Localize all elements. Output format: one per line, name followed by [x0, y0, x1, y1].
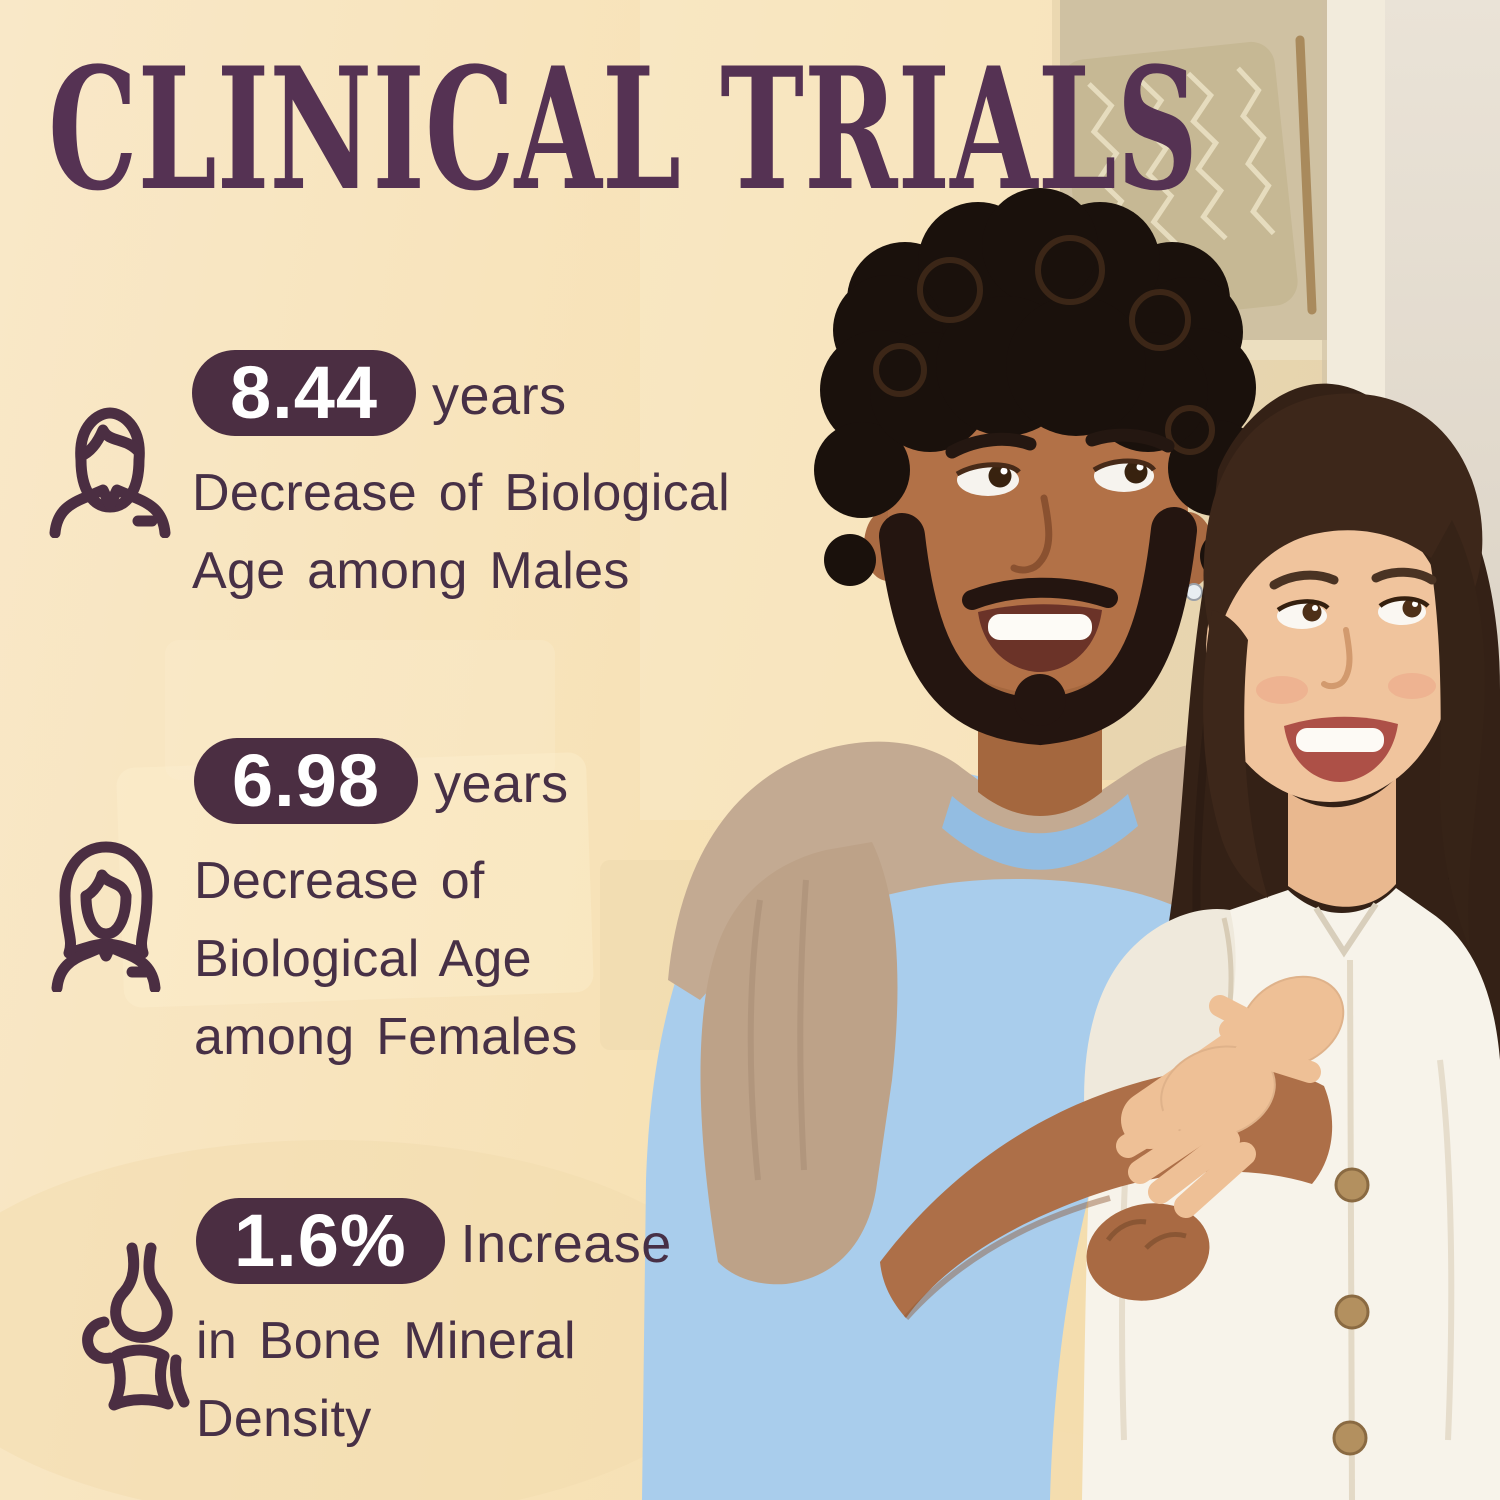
man-hair-highlights — [873, 235, 1215, 455]
stat-male-bio-age: 8.44 years Decrease of Biological Age am… — [192, 350, 730, 610]
shirt-button — [1332, 1420, 1368, 1456]
stat-desc-line: Decrease of — [194, 852, 485, 910]
stat-unit: Increase — [460, 1214, 672, 1274]
embracing-arms — [880, 975, 1345, 1321]
male-user-icon — [49, 407, 171, 538]
knee-joint-icon — [82, 1242, 190, 1411]
female-user-icon — [51, 841, 161, 992]
stat-female-bio-age: 6.98 years Decrease of Biological Age am… — [194, 738, 578, 1076]
stat-value-pill: 8.44 — [192, 350, 417, 436]
man-figure — [642, 188, 1395, 1500]
stat-desc-line: Biological Age — [194, 930, 532, 988]
stat-description: in Bone Mineral Density — [196, 1302, 672, 1458]
woman-neck — [1288, 778, 1396, 907]
stat-desc-line: among Females — [194, 1008, 578, 1066]
woman-figure — [1082, 383, 1500, 1500]
stat-desc-line: Density — [196, 1390, 372, 1448]
page-title: CLINICAL TRIALS — [48, 58, 1198, 228]
stat-unit: years — [434, 754, 569, 814]
stat-unit: years — [432, 366, 567, 426]
man-mustache — [962, 577, 1118, 610]
stat-desc-line: Age among Males — [192, 542, 630, 600]
stat-desc-line: Decrease of Biological — [192, 464, 730, 522]
stat-value-pill: 6.98 — [194, 738, 419, 824]
page-title-text: CLINICAL TRIALS — [48, 58, 1198, 228]
man-tshirt-collar — [942, 794, 1138, 870]
woman-hair-front — [1203, 393, 1483, 650]
stat-desc-line: in Bone Mineral — [196, 1312, 576, 1370]
stat-description: Decrease of Biological Age among Females — [194, 842, 578, 1076]
stat-bone-density: 1.6% Increase in Bone Mineral Density — [196, 1198, 672, 1458]
shirt-button — [1334, 1294, 1370, 1330]
shirt-button — [1334, 1167, 1370, 1203]
stat-value-pill: 1.6% — [196, 1198, 445, 1284]
stat-description: Decrease of Biological Age among Males — [192, 454, 730, 610]
